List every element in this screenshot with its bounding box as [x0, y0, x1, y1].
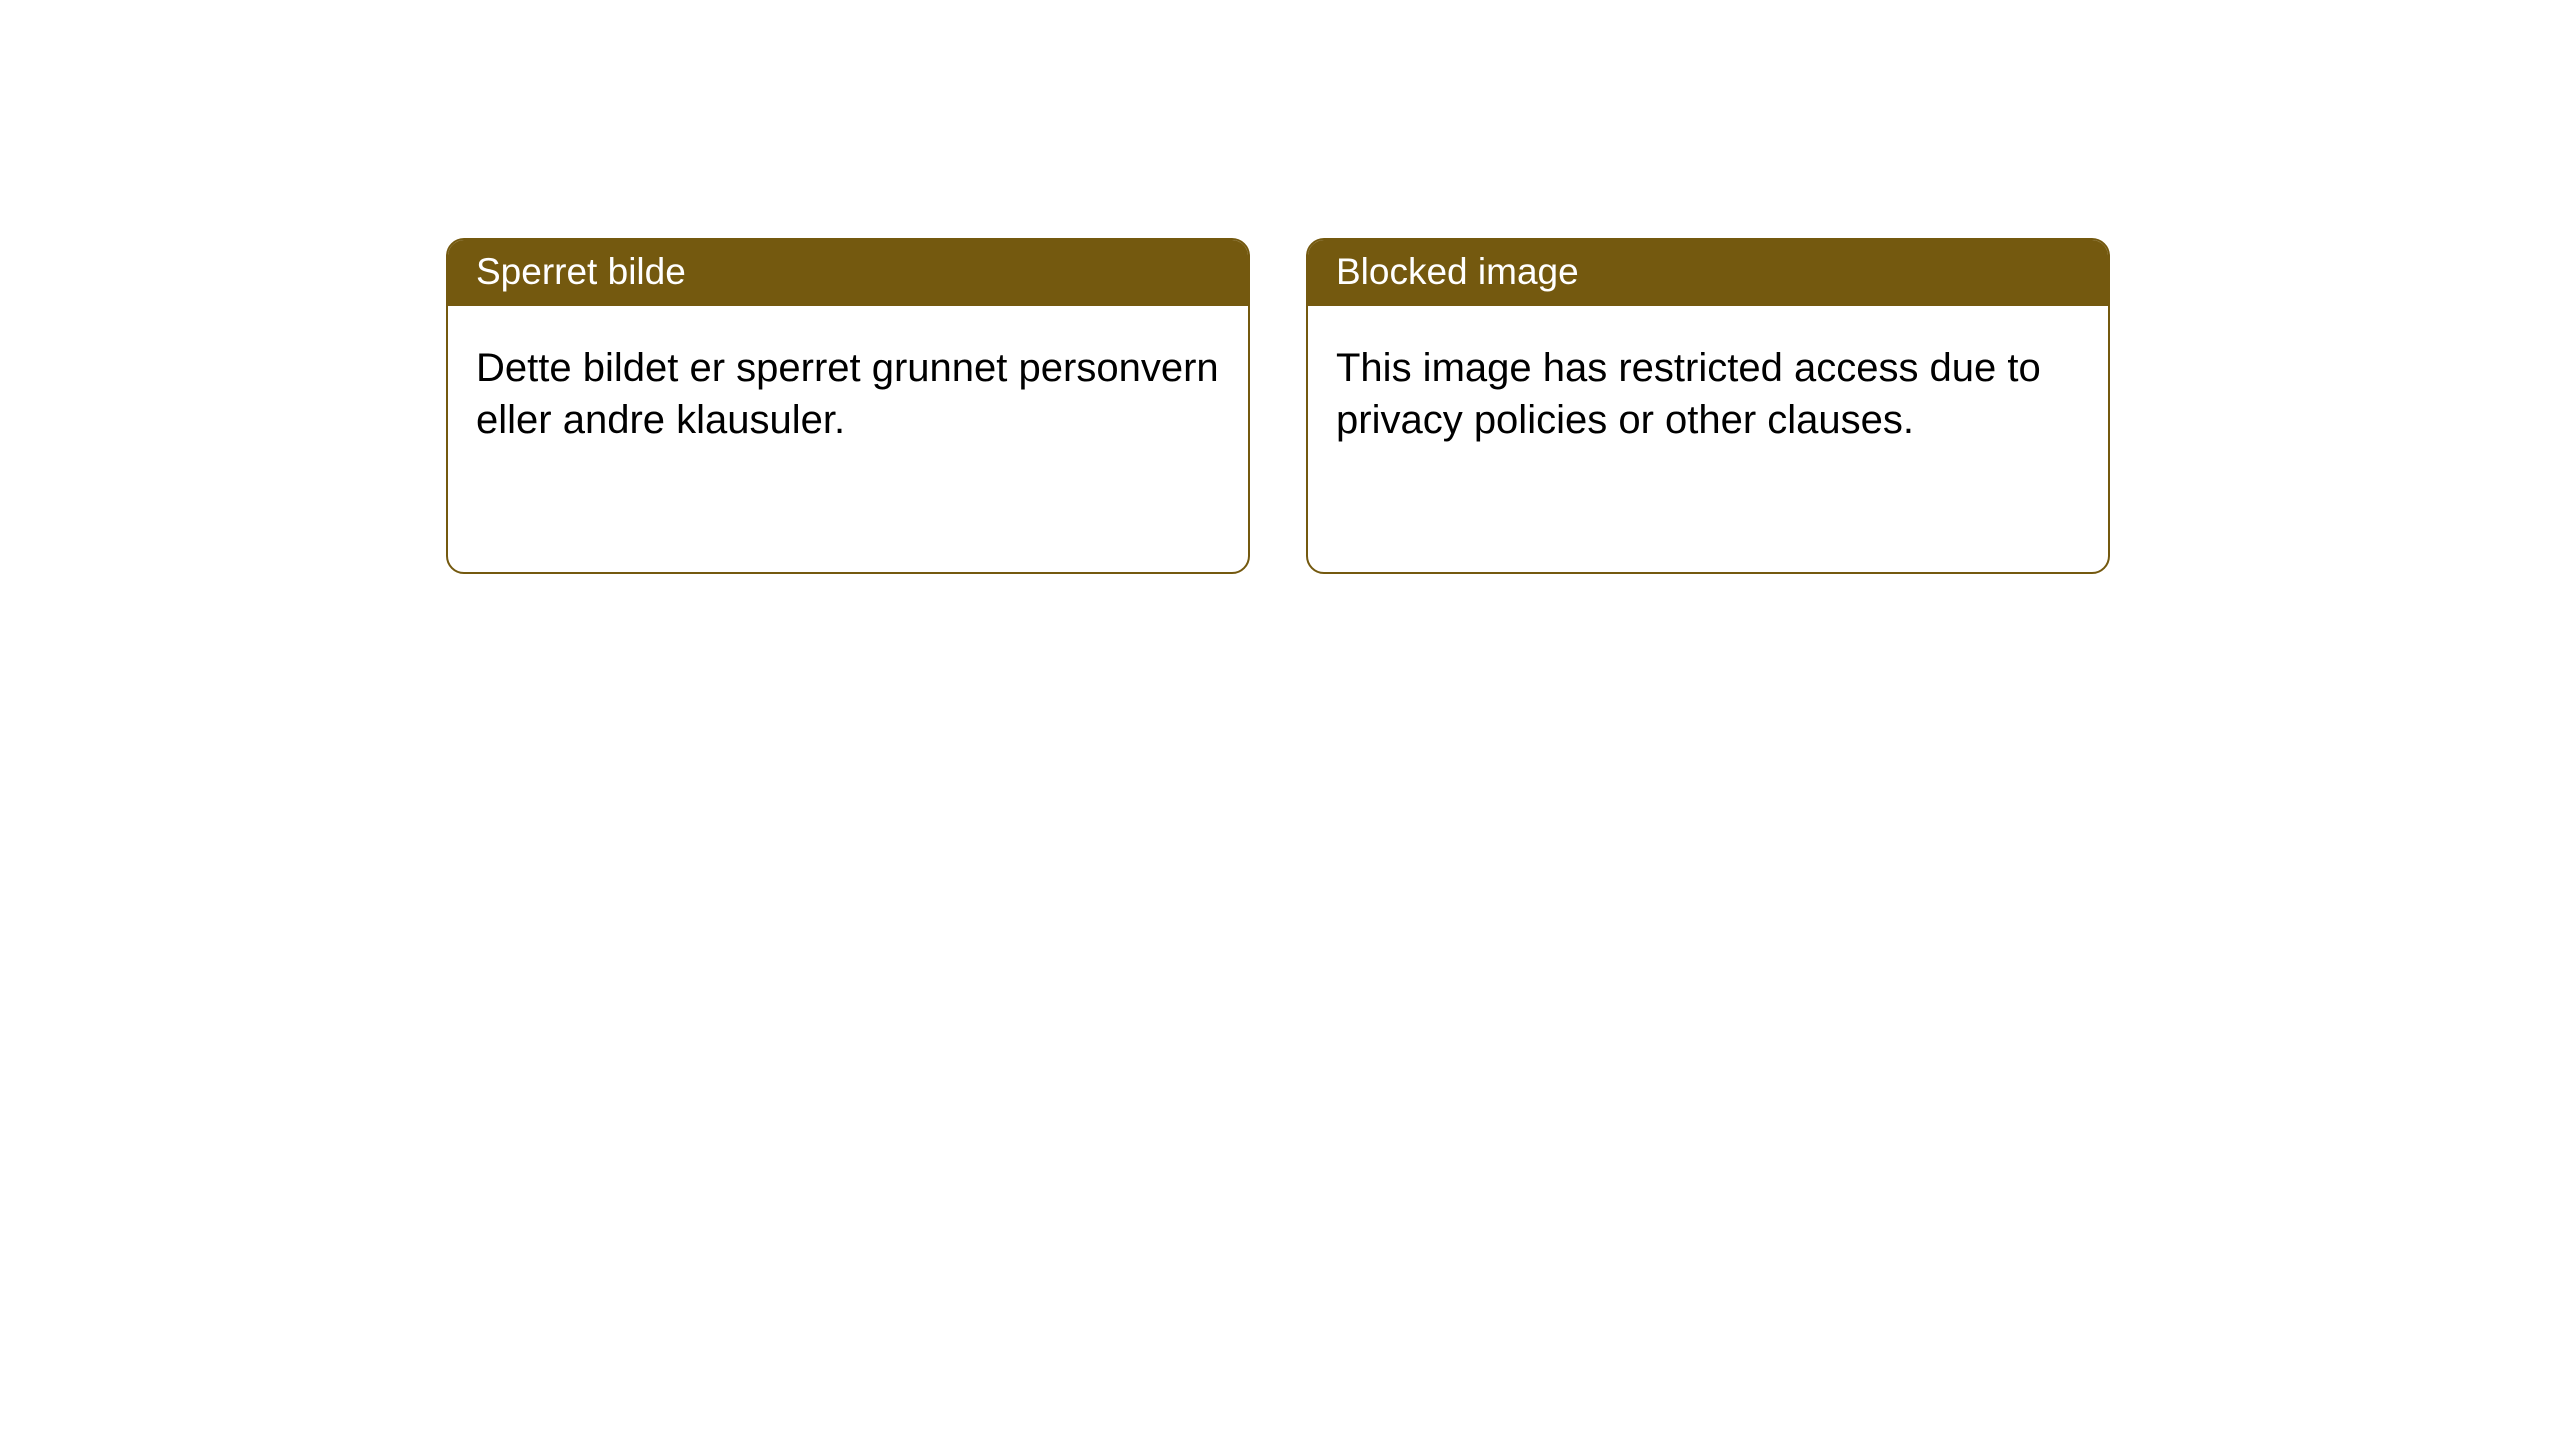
notice-card-body: This image has restricted access due to …	[1308, 306, 2108, 474]
notice-body-text: Dette bildet er sperret grunnet personve…	[476, 346, 1219, 442]
notice-title: Sperret bilde	[476, 251, 686, 292]
notice-card-english: Blocked image This image has restricted …	[1306, 238, 2110, 574]
notice-card-header: Blocked image	[1308, 240, 2108, 306]
notice-title: Blocked image	[1336, 251, 1579, 292]
notice-body-text: This image has restricted access due to …	[1336, 346, 2041, 442]
notice-container: Sperret bilde Dette bildet er sperret gr…	[0, 0, 2560, 574]
notice-card-body: Dette bildet er sperret grunnet personve…	[448, 306, 1248, 474]
notice-card-norwegian: Sperret bilde Dette bildet er sperret gr…	[446, 238, 1250, 574]
notice-card-header: Sperret bilde	[448, 240, 1248, 306]
